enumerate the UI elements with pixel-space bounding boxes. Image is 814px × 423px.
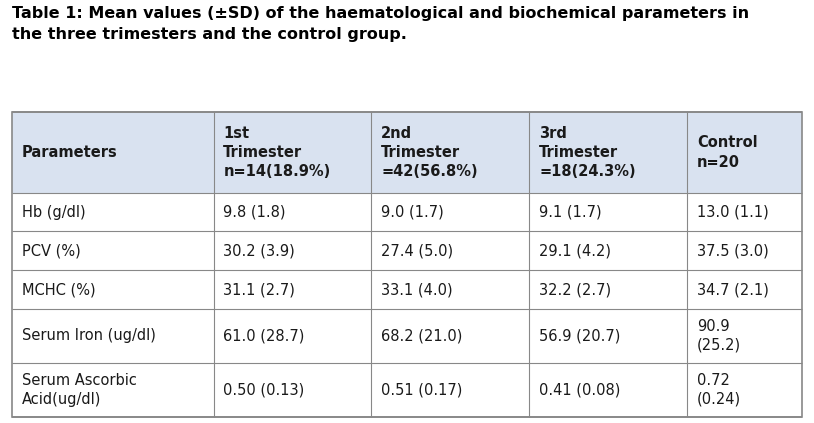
Bar — [12, 309, 213, 363]
Bar — [529, 112, 687, 193]
Text: 9.1 (1.7): 9.1 (1.7) — [539, 205, 602, 220]
Bar — [371, 363, 529, 417]
Text: 0.51 (0.17): 0.51 (0.17) — [381, 382, 462, 397]
Bar — [687, 309, 802, 363]
Text: 27.4 (5.0): 27.4 (5.0) — [381, 243, 453, 258]
Bar — [213, 193, 371, 231]
Bar — [213, 112, 371, 193]
Bar — [687, 363, 802, 417]
Text: 30.2 (3.9): 30.2 (3.9) — [223, 243, 295, 258]
Bar — [371, 112, 529, 193]
Bar — [687, 231, 802, 270]
Bar — [371, 309, 529, 363]
Text: 0.72
(0.24): 0.72 (0.24) — [697, 373, 742, 407]
Text: 34.7 (2.1): 34.7 (2.1) — [697, 282, 769, 297]
Text: Serum Iron (ug/dl): Serum Iron (ug/dl) — [22, 328, 155, 343]
Text: 29.1 (4.2): 29.1 (4.2) — [539, 243, 611, 258]
Text: 56.9 (20.7): 56.9 (20.7) — [539, 328, 620, 343]
Bar — [213, 231, 371, 270]
Text: MCHC (%): MCHC (%) — [22, 282, 95, 297]
Text: 1st
Trimester
n=14(18.9%): 1st Trimester n=14(18.9%) — [223, 126, 330, 179]
Text: Control
n=20: Control n=20 — [697, 135, 758, 170]
Text: Parameters: Parameters — [22, 145, 118, 160]
Bar — [213, 309, 371, 363]
Text: Serum Ascorbic
Acid(ug/dl): Serum Ascorbic Acid(ug/dl) — [22, 373, 137, 407]
Text: 9.0 (1.7): 9.0 (1.7) — [381, 205, 444, 220]
Text: PCV (%): PCV (%) — [22, 243, 81, 258]
Bar — [687, 270, 802, 309]
Bar — [687, 193, 802, 231]
Bar — [213, 363, 371, 417]
Text: 0.41 (0.08): 0.41 (0.08) — [539, 382, 620, 397]
Bar — [12, 112, 802, 417]
Text: 32.2 (2.7): 32.2 (2.7) — [539, 282, 611, 297]
Bar — [529, 270, 687, 309]
Text: 0.50 (0.13): 0.50 (0.13) — [223, 382, 304, 397]
Text: 33.1 (4.0): 33.1 (4.0) — [381, 282, 453, 297]
Bar — [12, 193, 213, 231]
Bar — [529, 193, 687, 231]
Text: 68.2 (21.0): 68.2 (21.0) — [381, 328, 462, 343]
Bar — [529, 231, 687, 270]
Bar — [687, 112, 802, 193]
Text: 2nd
Trimester
=42(56.8%): 2nd Trimester =42(56.8%) — [381, 126, 478, 179]
Bar — [213, 270, 371, 309]
Bar — [12, 112, 213, 193]
Text: 90.9
(25.2): 90.9 (25.2) — [697, 319, 742, 353]
Bar — [371, 231, 529, 270]
Text: 31.1 (2.7): 31.1 (2.7) — [223, 282, 295, 297]
Text: Hb (g/dl): Hb (g/dl) — [22, 205, 85, 220]
Bar — [529, 309, 687, 363]
Bar — [12, 363, 213, 417]
Text: 37.5 (3.0): 37.5 (3.0) — [697, 243, 768, 258]
Text: Table 1: Mean values (±SD) of the haematological and biochemical parameters in
t: Table 1: Mean values (±SD) of the haemat… — [12, 6, 750, 42]
Bar — [12, 270, 213, 309]
Bar — [371, 193, 529, 231]
Text: 13.0 (1.1): 13.0 (1.1) — [697, 205, 768, 220]
Bar — [529, 363, 687, 417]
Text: 3rd
Trimester
=18(24.3%): 3rd Trimester =18(24.3%) — [539, 126, 636, 179]
Bar — [12, 231, 213, 270]
Text: 9.8 (1.8): 9.8 (1.8) — [223, 205, 286, 220]
Text: 61.0 (28.7): 61.0 (28.7) — [223, 328, 304, 343]
Bar — [371, 270, 529, 309]
